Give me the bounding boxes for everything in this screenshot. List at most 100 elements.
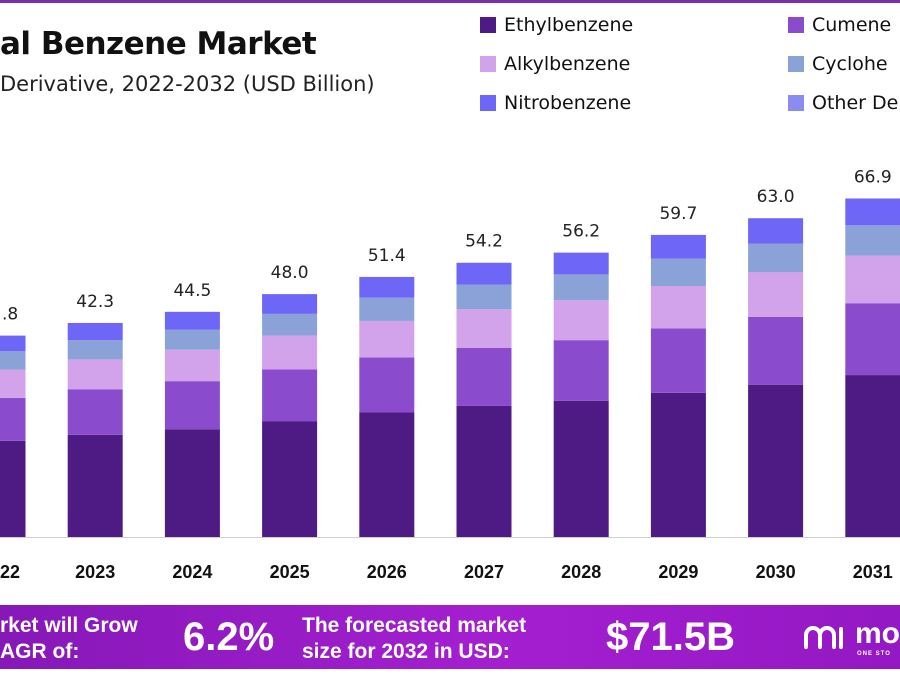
bar-segment-cumene-2023 bbox=[67, 389, 123, 435]
x-tick-label: 2026 bbox=[367, 562, 407, 582]
legend-item: Other De bbox=[788, 92, 898, 114]
total-label: 44.5 bbox=[173, 281, 211, 301]
bar-segment-nitrobenzene-2030 bbox=[748, 218, 804, 244]
bar-segment-alkylbenzene-2026 bbox=[359, 320, 415, 358]
bar-segment-nitrobenzene-2024 bbox=[164, 311, 220, 330]
x-tick-label: 2028 bbox=[561, 562, 601, 582]
total-label: 54.2 bbox=[465, 232, 503, 252]
bar-segment-alkylbenzene-2024 bbox=[164, 349, 220, 382]
growth-text-line2: AGR of: bbox=[0, 640, 80, 663]
chart-subtitle: Derivative, 2022-2032 (USD Billion) bbox=[0, 72, 375, 96]
bar-segment-ethylbenzene-2030 bbox=[748, 384, 804, 537]
bar-segment-cyclohe-2028 bbox=[553, 274, 609, 301]
total-label: 63.0 bbox=[757, 187, 795, 207]
summary-banner: rket will Grow AGR of: 6.2% The forecast… bbox=[0, 605, 900, 669]
x-tick-label: 2029 bbox=[658, 562, 698, 582]
total-label: 42.3 bbox=[76, 292, 114, 312]
legend-swatch bbox=[480, 95, 496, 111]
legend-item: Cyclohe bbox=[788, 53, 888, 75]
bar-segment-ethylbenzene-2029 bbox=[650, 392, 706, 537]
bar-segment-cumene-22 bbox=[0, 397, 26, 441]
chart-title: al Benzene Market bbox=[0, 26, 317, 62]
x-tick-label: 2030 bbox=[756, 562, 796, 582]
cagr-value: 6.2% bbox=[183, 615, 275, 659]
legend-item: Alkylbenzene bbox=[480, 53, 630, 75]
bar-segment-nitrobenzene-22 bbox=[0, 335, 26, 352]
bar-segment-ethylbenzene-22 bbox=[0, 440, 26, 537]
bar-segment-cyclohe-2030 bbox=[748, 243, 804, 273]
x-tick-label: 2031 bbox=[853, 562, 893, 582]
logo-tagline: ONE STO bbox=[857, 651, 891, 657]
bar-segment-cumene-2030 bbox=[748, 316, 804, 385]
bar-segment-cyclohe-2023 bbox=[67, 340, 123, 360]
bar-segment-cyclohe-2027 bbox=[456, 284, 512, 310]
bar-segment-nitrobenzene-2025 bbox=[262, 294, 318, 314]
bar-segment-cyclohe-2024 bbox=[164, 329, 220, 350]
bar-segment-ethylbenzene-2026 bbox=[359, 412, 415, 537]
bar-segment-cumene-2031 bbox=[845, 303, 900, 376]
bar-segment-alkylbenzene-2028 bbox=[553, 300, 609, 341]
bar-segment-nitrobenzene-2029 bbox=[650, 234, 706, 259]
logo-text: mo bbox=[855, 617, 900, 650]
bar-segment-alkylbenzene-2029 bbox=[650, 286, 706, 329]
bar-segment-cumene-2029 bbox=[650, 328, 706, 393]
forecast-text-line2: size for 2032 in USD: bbox=[302, 640, 510, 663]
stacked-bar-chart: .8 22 42.3 2023 44.5 2024 48.0 2025 51.4 2026 54.2… bbox=[0, 167, 900, 582]
top-border bbox=[0, 0, 900, 3]
legend-label: Cumene bbox=[812, 14, 892, 36]
legend-item: Ethylbenzene bbox=[480, 14, 633, 36]
bar-segment-ethylbenzene-2027 bbox=[456, 405, 512, 537]
bar-segment-ethylbenzene-2031 bbox=[845, 375, 900, 537]
bar-segment-ethylbenzene-2025 bbox=[262, 421, 318, 537]
total-label: 56.2 bbox=[562, 222, 600, 242]
bar-segment-nitrobenzene-2027 bbox=[456, 262, 512, 285]
bar-segment-cumene-2027 bbox=[456, 347, 512, 406]
total-label: 48.0 bbox=[271, 263, 309, 283]
bar-segment-cumene-2028 bbox=[553, 340, 609, 401]
legend-label: Other De bbox=[812, 92, 899, 114]
bar-segment-ethylbenzene-2024 bbox=[164, 429, 220, 537]
legend-swatch bbox=[788, 95, 804, 111]
bar-segment-nitrobenzene-2026 bbox=[359, 276, 415, 298]
x-tick-label: 2025 bbox=[270, 562, 310, 582]
legend-label: Ethylbenzene bbox=[504, 14, 634, 36]
bar-segment-alkylbenzene-2027 bbox=[456, 309, 512, 348]
bar-segment-cyclohe-2026 bbox=[359, 297, 415, 321]
bar-segment-cumene-2026 bbox=[359, 357, 415, 413]
forecast-value: $71.5B bbox=[606, 615, 735, 659]
bar-segment-alkylbenzene-2031 bbox=[845, 255, 900, 304]
legend-label: Nitrobenzene bbox=[504, 92, 632, 114]
logo-icon bbox=[803, 623, 849, 660]
bar-segment-cumene-2025 bbox=[262, 369, 318, 422]
x-tick-label: 2024 bbox=[172, 562, 212, 582]
bar-segment-cyclohe-2025 bbox=[262, 313, 318, 336]
bar-segment-cyclohe-2029 bbox=[650, 258, 706, 287]
bar-segment-alkylbenzene-2025 bbox=[262, 335, 318, 370]
bar-segment-alkylbenzene-2023 bbox=[67, 359, 123, 390]
legend-label: Alkylbenzene bbox=[504, 53, 631, 75]
growth-text-line1: rket will Grow bbox=[0, 614, 138, 637]
legend-item: Cumene bbox=[788, 14, 891, 36]
legend-swatch bbox=[788, 17, 804, 33]
bar-segment-ethylbenzene-2023 bbox=[67, 434, 123, 537]
bar-segment-cyclohe-22 bbox=[0, 351, 26, 370]
bar-segment-cyclohe-2031 bbox=[845, 225, 900, 256]
bar-segment-nitrobenzene-2028 bbox=[553, 252, 609, 275]
bar-segment-alkylbenzene-2030 bbox=[748, 272, 804, 317]
bar-segment-ethylbenzene-2028 bbox=[553, 400, 609, 537]
bar-segment-nitrobenzene-2031 bbox=[845, 198, 900, 226]
x-tick-label: 2027 bbox=[464, 562, 504, 582]
legend-swatch bbox=[480, 17, 496, 33]
total-label: 51.4 bbox=[368, 246, 406, 266]
legend-label: Cyclohe bbox=[812, 53, 888, 75]
total-label: 59.7 bbox=[659, 204, 697, 224]
total-label: 66.9 bbox=[854, 167, 892, 187]
x-tick-label: 2023 bbox=[75, 562, 115, 582]
bar-segment-alkylbenzene-22 bbox=[0, 369, 26, 398]
legend-swatch bbox=[480, 56, 496, 72]
bar-segment-nitrobenzene-2023 bbox=[67, 322, 123, 341]
total-label: .8 bbox=[2, 305, 18, 325]
forecast-text-line1: The forecasted market bbox=[302, 614, 527, 637]
legend-swatch bbox=[788, 56, 804, 72]
legend-item: Nitrobenzene bbox=[480, 92, 631, 114]
